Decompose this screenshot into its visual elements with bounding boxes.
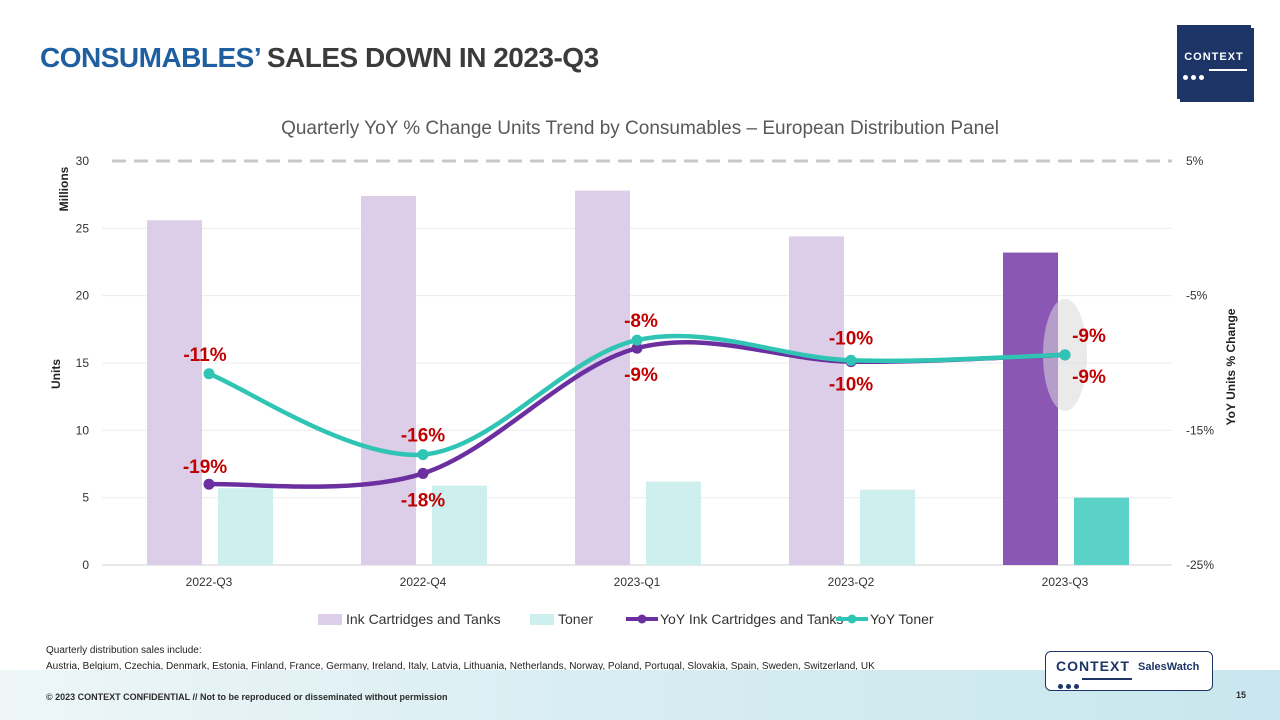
data-label-yoy-toner: -8% — [624, 311, 658, 332]
badge-product: SalesWatch — [1138, 661, 1200, 673]
legend-label: Ink Cartridges and Tanks — [346, 611, 501, 627]
note-countries: Austria, Belgium, Czechia, Denmark, Esto… — [46, 661, 875, 672]
y-left-tick: 5 — [82, 491, 89, 505]
legend-marker — [847, 614, 857, 624]
bar-ink — [1003, 252, 1058, 565]
legend-label: Toner — [558, 611, 593, 627]
badge-brand: CONTEXT — [1056, 658, 1130, 674]
y-left-label: Units — [49, 359, 63, 389]
logo-line — [1209, 69, 1247, 71]
data-label-yoy-toner: -10% — [829, 328, 873, 349]
bar-ink — [361, 196, 416, 565]
chart-title: Quarterly YoY % Change Units Trend by Co… — [281, 118, 999, 139]
bar-toner — [432, 485, 487, 565]
data-label-yoy-toner: -9% — [1072, 326, 1106, 347]
saleswatch-badge: CONTEXT SalesWatch — [1045, 651, 1213, 691]
data-label-yoy-ink: -19% — [183, 457, 227, 478]
y-right-tick: -5% — [1186, 289, 1208, 303]
y-left-tick: 25 — [76, 221, 90, 235]
legend-marker — [637, 614, 647, 624]
x-tick-label: 2022-Q3 — [186, 575, 233, 589]
context-logo-text: CONTEXT — [1184, 51, 1244, 63]
logo-dots-icon — [1183, 67, 1245, 80]
line-yoy-ink — [206, 340, 1068, 489]
point-yoy-toner — [845, 354, 857, 366]
y-left-tick: 15 — [76, 356, 90, 370]
distribution-note: Quarterly distribution sales include: Au… — [46, 643, 875, 675]
note-heading: Quarterly distribution sales include: — [46, 645, 202, 656]
point-yoy-ink — [631, 342, 643, 354]
data-label-yoy-ink: -9% — [624, 365, 658, 386]
point-yoy-toner — [203, 368, 215, 380]
y-right-tick: 5% — [1186, 154, 1204, 168]
legend-swatch — [318, 614, 342, 625]
legend-label: YoY Toner — [870, 611, 934, 627]
consumables-chart: Quarterly YoY % Change Units Trend by Co… — [49, 118, 1238, 627]
bar-ink — [789, 236, 844, 565]
slide-title: CONSUMABLES’ SALES DOWN IN 2023-Q3 — [40, 42, 599, 74]
context-logo: CONTEXT — [1177, 25, 1251, 99]
y-left-unit-label: Millions — [57, 166, 71, 211]
bar-toner — [860, 489, 915, 565]
bar-toner — [1074, 497, 1129, 565]
data-label-yoy-ink: -10% — [829, 374, 873, 395]
x-tick-label: 2022-Q4 — [400, 575, 447, 589]
point-yoy-ink — [203, 478, 215, 490]
point-yoy-toner — [417, 449, 429, 461]
bar-ink — [575, 190, 630, 566]
x-tick-label: 2023-Q2 — [828, 575, 875, 589]
point-yoy-toner — [1059, 349, 1071, 361]
y-left-tick: 0 — [82, 558, 89, 572]
slide-title-accent: CONSUMABLES’ — [40, 42, 260, 73]
page-number: 15 — [1236, 690, 1247, 700]
copyright-text: © 2023 CONTEXT CONFIDENTIAL // Not to be… — [46, 692, 448, 702]
bar-ink — [147, 220, 202, 565]
badge-dots-icon — [1058, 676, 1082, 694]
data-label-yoy-ink: -18% — [401, 490, 445, 511]
y-right-tick: -25% — [1186, 558, 1214, 572]
point-yoy-toner — [631, 334, 643, 346]
badge-line — [1082, 678, 1132, 680]
bar-toner — [218, 488, 273, 565]
x-tick-label: 2023-Q1 — [614, 575, 661, 589]
y-right-tick: -15% — [1186, 423, 1214, 437]
legend-label: YoY Ink Cartridges and Tanks — [660, 611, 843, 627]
x-tick-label: 2023-Q3 — [1042, 575, 1089, 589]
data-label-yoy-toner: -16% — [401, 426, 445, 447]
line-yoy-toner — [206, 333, 1068, 457]
y-left-tick: 30 — [76, 154, 90, 168]
y-left-tick: 10 — [76, 423, 90, 437]
data-label-yoy-ink: -9% — [1072, 367, 1106, 388]
data-label-yoy-toner: -11% — [183, 345, 226, 366]
y-right-label: YoY Units % Change — [1224, 308, 1238, 425]
slide-title-rest: SALES DOWN IN 2023-Q3 — [259, 42, 599, 73]
legend-swatch — [530, 614, 554, 625]
y-left-tick: 20 — [76, 289, 90, 303]
point-yoy-ink — [417, 467, 429, 479]
bar-toner — [646, 481, 701, 565]
